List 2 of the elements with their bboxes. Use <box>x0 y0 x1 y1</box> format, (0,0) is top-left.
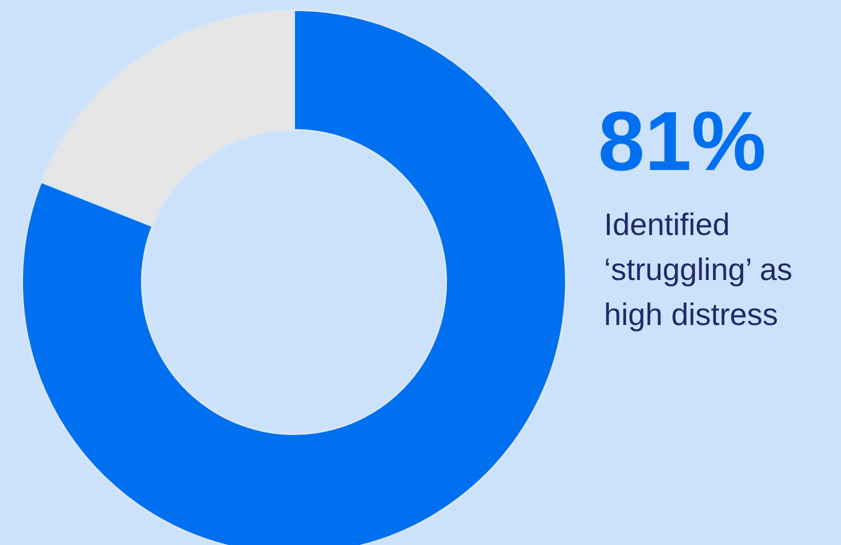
text: Identified ‘struggling’ as high distress <box>604 207 792 332</box>
data-label: 81% <box>598 94 766 188</box>
